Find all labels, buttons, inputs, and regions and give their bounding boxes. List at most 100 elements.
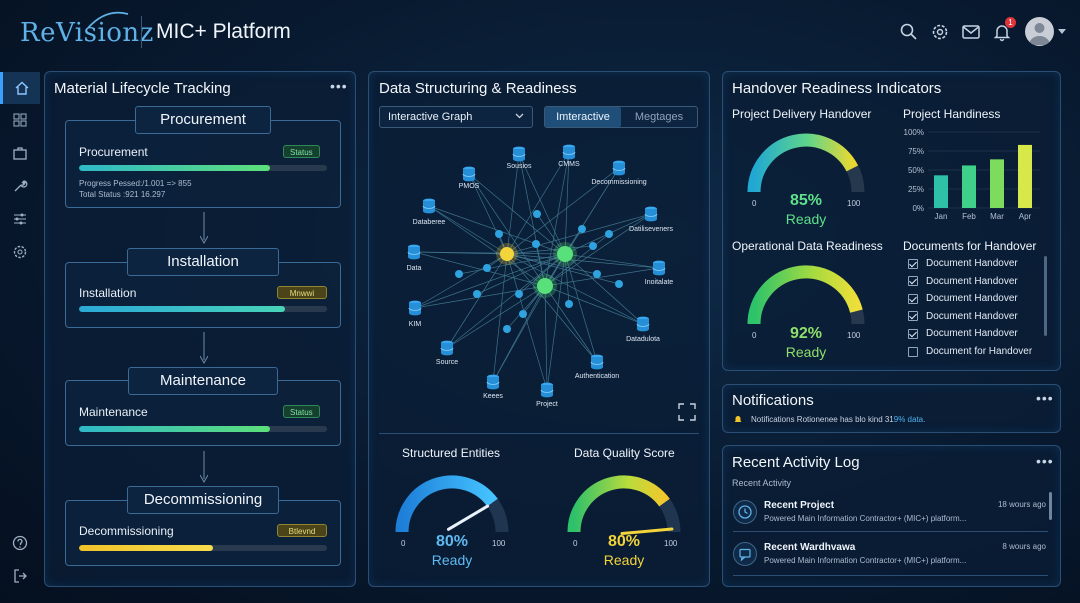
graph-node[interactable] bbox=[515, 290, 523, 298]
bar-jan[interactable] bbox=[934, 175, 948, 208]
graph-node[interactable] bbox=[473, 290, 481, 298]
document-checkbox[interactable] bbox=[908, 293, 918, 304]
grid-icon bbox=[13, 113, 27, 127]
database-icon[interactable] bbox=[540, 382, 554, 398]
document-item[interactable]: Document Handover bbox=[908, 328, 1018, 339]
status-badge: Btlevnd bbox=[277, 524, 327, 537]
activity-subtitle: Recent Activity bbox=[732, 478, 792, 488]
document-checkbox[interactable] bbox=[908, 258, 918, 269]
logo[interactable]: ReVisionz bbox=[20, 18, 154, 48]
quality-gauge bbox=[567, 475, 681, 535]
mail-icon[interactable] bbox=[961, 22, 981, 42]
sidebar-item-tools[interactable] bbox=[0, 170, 40, 202]
document-item[interactable]: Document Handover bbox=[908, 311, 1018, 322]
tab-interactive[interactable]: Imteractive bbox=[545, 107, 621, 127]
database-icon[interactable] bbox=[562, 144, 576, 160]
bar-mar[interactable] bbox=[990, 159, 1004, 208]
graph-node[interactable] bbox=[532, 240, 540, 248]
database-icon[interactable] bbox=[652, 260, 666, 276]
sidebar-item-briefcase[interactable] bbox=[0, 137, 40, 169]
project-handiness-chart: 0% 25% 50% 75% 100% Jan Feb Mar Apr bbox=[904, 128, 1040, 221]
document-label: Document Handover bbox=[926, 293, 1018, 305]
gear-icon bbox=[13, 245, 27, 259]
expand-icon[interactable] bbox=[677, 402, 697, 422]
database-icon[interactable] bbox=[612, 160, 626, 176]
gauge-needle bbox=[446, 504, 490, 531]
graph-node[interactable] bbox=[519, 310, 527, 318]
database-icon[interactable] bbox=[590, 354, 604, 370]
graph-node[interactable] bbox=[578, 225, 586, 233]
graph-node[interactable] bbox=[615, 280, 623, 288]
document-checkbox[interactable] bbox=[908, 276, 918, 287]
documents-scrollbar[interactable] bbox=[1044, 256, 1047, 336]
more-options-icon[interactable]: ••• bbox=[330, 78, 348, 94]
activity-panel bbox=[722, 445, 1061, 587]
more-options-icon[interactable]: ••• bbox=[1036, 390, 1054, 406]
graph-hub-node[interactable] bbox=[537, 278, 553, 294]
progress-fill bbox=[79, 545, 213, 551]
document-item[interactable]: Document for Handover bbox=[908, 346, 1032, 357]
bar-apr[interactable] bbox=[1018, 144, 1032, 208]
graph-edge bbox=[428, 205, 546, 287]
search-icon[interactable] bbox=[899, 22, 919, 42]
x-tick-label: Apr bbox=[1019, 212, 1032, 221]
graph-hub-node[interactable] bbox=[500, 247, 514, 261]
graph-edge bbox=[506, 245, 594, 255]
graph-node-label: KIM bbox=[409, 321, 422, 328]
bar-feb[interactable] bbox=[962, 165, 976, 208]
divider bbox=[733, 575, 1048, 576]
user-icon bbox=[1029, 23, 1050, 45]
document-item[interactable]: Document Handover bbox=[908, 258, 1018, 269]
network-graph[interactable]: PMOS Sousios CMMS Decommissioning Databe… bbox=[369, 134, 709, 430]
database-icon[interactable] bbox=[486, 374, 500, 390]
graph-node[interactable] bbox=[533, 210, 541, 218]
sidebar-item-settings[interactable] bbox=[0, 236, 40, 268]
sidebar-item-filters[interactable] bbox=[0, 203, 40, 235]
stage-card-installation[interactable]: Installation Mnwwi bbox=[65, 262, 341, 328]
document-checkbox[interactable] bbox=[908, 328, 918, 339]
sidebar-item-grid[interactable] bbox=[0, 104, 40, 136]
graph-node[interactable] bbox=[565, 300, 573, 308]
activity-item-title[interactable]: Recent Wardhvawa bbox=[764, 542, 856, 553]
document-item[interactable]: Document Handover bbox=[908, 293, 1018, 304]
progress-bar bbox=[79, 306, 327, 312]
graph-hub-node[interactable] bbox=[557, 246, 573, 262]
chevron-down-icon[interactable] bbox=[1058, 29, 1066, 34]
graph-node[interactable] bbox=[495, 230, 503, 238]
database-icon[interactable] bbox=[422, 198, 436, 214]
graph-node[interactable] bbox=[455, 270, 463, 278]
sidebar-item-home[interactable] bbox=[0, 72, 40, 104]
graph-edge bbox=[506, 253, 598, 275]
database-icon[interactable] bbox=[408, 300, 422, 316]
status-badge: Mnwwi bbox=[277, 286, 327, 299]
sidebar-item-help[interactable] bbox=[0, 527, 40, 559]
database-icon[interactable] bbox=[512, 146, 526, 162]
graph-node[interactable] bbox=[593, 270, 601, 278]
graph-node[interactable] bbox=[605, 230, 613, 238]
database-icon[interactable] bbox=[407, 244, 421, 260]
bell-icon[interactable] bbox=[992, 22, 1012, 42]
graph-node[interactable] bbox=[483, 264, 491, 272]
graph-edge bbox=[458, 253, 566, 275]
stage-card-procurement[interactable]: Procurement Status Progress Pessed:/1.00… bbox=[65, 120, 341, 208]
activity-scrollbar[interactable] bbox=[1049, 492, 1052, 520]
more-options-icon[interactable]: ••• bbox=[1036, 453, 1054, 469]
graph-node[interactable] bbox=[503, 325, 511, 333]
gear-icon[interactable] bbox=[930, 22, 950, 42]
sidebar-item-logout[interactable] bbox=[0, 560, 40, 592]
graph-edge bbox=[544, 285, 548, 391]
database-icon[interactable] bbox=[440, 340, 454, 356]
avatar[interactable] bbox=[1025, 17, 1054, 46]
notification-highlight[interactable]: 9% data. bbox=[893, 415, 926, 424]
activity-item-title[interactable]: Recent Project bbox=[764, 500, 835, 511]
tab-messages[interactable]: Megtages bbox=[634, 111, 684, 123]
database-icon[interactable] bbox=[644, 206, 658, 222]
database-icon[interactable] bbox=[636, 316, 650, 332]
graph-node[interactable] bbox=[589, 242, 597, 250]
document-item[interactable]: Document Handover bbox=[908, 276, 1018, 287]
document-checkbox[interactable] bbox=[908, 346, 918, 357]
document-checkbox[interactable] bbox=[908, 311, 918, 322]
graph-type-dropdown[interactable]: Interactive Graph bbox=[379, 106, 533, 128]
database-icon[interactable] bbox=[462, 166, 476, 182]
notifications-title: Notifications bbox=[732, 392, 814, 409]
